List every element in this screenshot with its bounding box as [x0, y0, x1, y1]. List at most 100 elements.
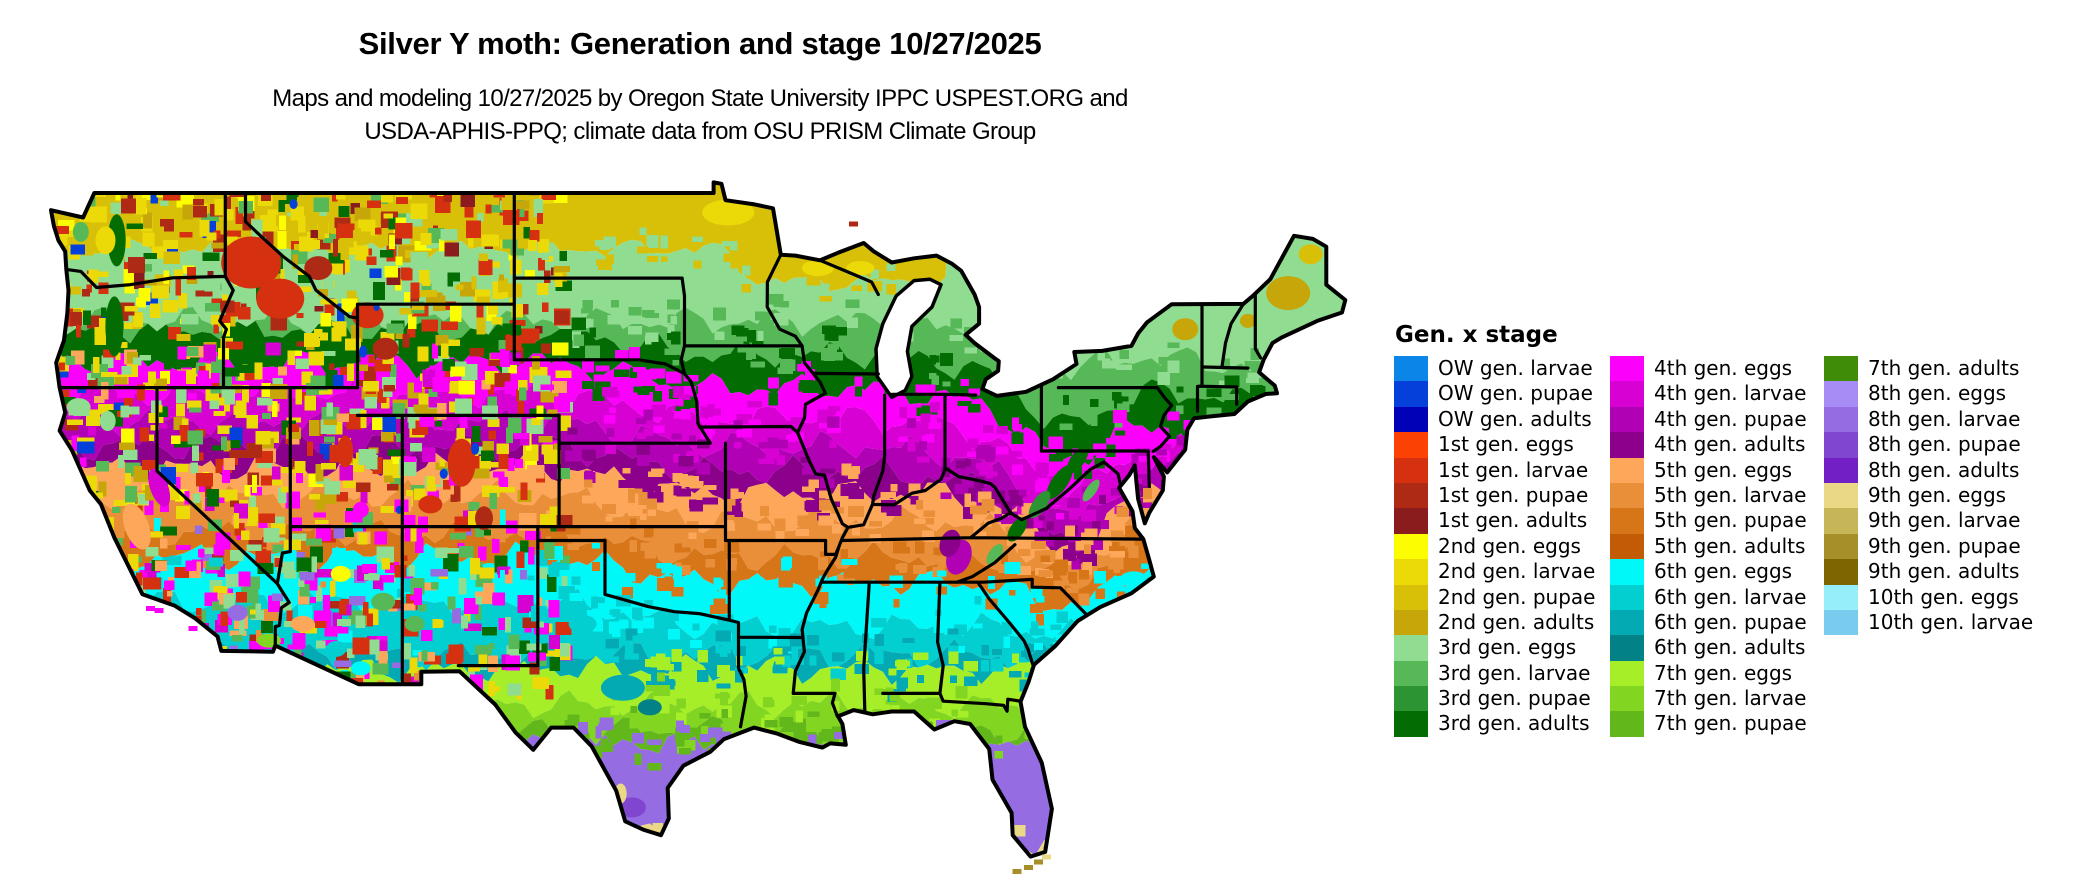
legend-item: 9th gen. eggs	[1824, 482, 2033, 509]
legend-label: 2nd gen. pupae	[1438, 584, 1596, 609]
legend-swatch	[1394, 381, 1428, 407]
legend-item: 2nd gen. pupae	[1394, 584, 1596, 610]
legend-item: 3rd gen. larvae	[1394, 660, 1595, 687]
legend-swatch	[1394, 508, 1428, 534]
legend-item: 7th gen. eggs	[1610, 660, 1807, 687]
legend-label: 3rd gen. larvae	[1438, 660, 1591, 685]
legend-label: 4th gen. pupae	[1654, 406, 1807, 431]
legend-swatch	[1824, 559, 1858, 585]
legend-item: 7th gen. adults	[1824, 356, 2033, 382]
legend-swatch	[1824, 457, 1858, 483]
legend-label: OW gen. larvae	[1438, 356, 1593, 380]
legend-label: 5th gen. pupae	[1654, 508, 1807, 533]
legend-label: 6th gen. adults	[1654, 635, 1806, 660]
legend-swatch	[1824, 356, 1858, 382]
legend-swatch	[1610, 406, 1644, 433]
legend-swatch	[1394, 584, 1428, 610]
legend-label: OW gen. adults	[1438, 406, 1592, 431]
legend-label: 8th gen. larvae	[1868, 406, 2021, 431]
legend-item: 7th gen. pupae	[1610, 711, 1807, 737]
legend-item: 2nd gen. larvae	[1394, 559, 1596, 585]
legend-label: 2nd gen. adults	[1438, 609, 1595, 634]
legend-label: 8th gen. eggs	[1868, 381, 2007, 406]
legend-item: 8th gen. eggs	[1824, 381, 2033, 407]
legend-swatch	[1610, 457, 1644, 483]
legend-swatch	[1610, 635, 1644, 661]
legend-item: 3rd gen. eggs	[1394, 635, 1595, 661]
legend-swatch	[1824, 432, 1858, 458]
legend-item: OW gen. pupae	[1394, 381, 1595, 407]
legend-label: 6th gen. pupae	[1654, 609, 1807, 634]
legend-item: 6th gen. pupae	[1610, 609, 1807, 636]
legend-item: 9th gen. pupae	[1824, 533, 2033, 560]
legend-swatch	[1824, 533, 1858, 560]
legend-item: 10th gen. larvae	[1824, 609, 2033, 636]
legend-item: 4th gen. pupae	[1610, 406, 1807, 433]
legend-item: 1st gen. pupae	[1394, 482, 1595, 509]
legend-swatch	[1824, 381, 1858, 407]
legend-item: 5th gen. pupae	[1610, 508, 1807, 534]
legend-item: 6th gen. adults	[1610, 635, 1807, 661]
legend-swatch	[1610, 533, 1644, 560]
legend-swatch	[1394, 609, 1428, 636]
legend-swatch	[1824, 406, 1858, 433]
legend-item: OW gen. larvae	[1394, 356, 1595, 382]
us-choropleth-map	[40, 130, 1395, 892]
subtitle-line-2: USDA-APHIS-PPQ; climate data from OSU PR…	[364, 118, 1036, 145]
legend-item: 3rd gen. pupae	[1394, 686, 1595, 712]
legend-swatch	[1394, 533, 1428, 560]
us-map-svg	[49, 180, 1348, 874]
legend-label: 8th gen. adults	[1868, 457, 2020, 482]
legend-label: 9th gen. pupae	[1868, 533, 2021, 558]
legend-item: 9th gen. adults	[1824, 559, 2033, 585]
legend-item: 5th gen. eggs	[1610, 457, 1807, 483]
legend-swatch	[1394, 356, 1428, 382]
legend-swatch	[1394, 660, 1428, 687]
legend-swatch	[1610, 660, 1644, 687]
legend-label: 1st gen. larvae	[1438, 457, 1589, 482]
legend: Gen. x stage OW gen. larvae OW gen. pupae…	[1394, 322, 2094, 737]
legend-item: 4th gen. eggs	[1610, 356, 1807, 382]
legend-item: 10th gen. eggs	[1824, 584, 2033, 610]
legend-column-1: OW gen. larvae OW gen. pupae OW gen. adult…	[1394, 356, 1595, 737]
legend-label: 7th gen. adults	[1868, 356, 2020, 380]
legend-item: 8th gen. larvae	[1824, 406, 2033, 433]
subtitle-line-1: Maps and modeling 10/27/2025 by Oregon S…	[272, 85, 1128, 112]
legend-swatch	[1394, 406, 1428, 433]
legend-swatch	[1394, 711, 1428, 737]
page-subtitle: Maps and modeling 10/27/2025 by Oregon S…	[0, 82, 1400, 148]
legend-swatch	[1824, 584, 1858, 610]
legend-item: 9th gen. larvae	[1824, 508, 2033, 534]
legend-item: 2nd gen. eggs	[1394, 533, 1595, 560]
legend-swatch	[1824, 508, 1858, 534]
legend-swatch	[1610, 584, 1644, 610]
legend-label: OW gen. pupae	[1438, 381, 1593, 406]
legend-label: 2nd gen. larvae	[1438, 559, 1596, 584]
legend-label: 10th gen. eggs	[1868, 584, 2019, 609]
legend-swatch	[1610, 482, 1644, 509]
legend-swatch	[1394, 686, 1428, 712]
legend-item: 6th gen. larvae	[1610, 584, 1807, 610]
legend-swatch	[1824, 482, 1858, 509]
legend-column-3: 7th gen. adults 8th gen. eggs 8th gen. lar…	[1824, 356, 2033, 636]
legend-item: 1st gen. larvae	[1394, 457, 1595, 483]
legend-label: 7th gen. eggs	[1654, 660, 1793, 685]
legend-item: 4th gen. larvae	[1610, 381, 1807, 407]
legend-label: 5th gen. adults	[1654, 533, 1806, 558]
legend-item: 5th gen. larvae	[1610, 482, 1807, 509]
legend-swatch	[1610, 609, 1644, 636]
legend-swatch	[1610, 711, 1644, 737]
legend-label: 7th gen. larvae	[1654, 686, 1807, 711]
legend-label: 1st gen. eggs	[1438, 432, 1574, 457]
legend-label: 6th gen. larvae	[1654, 584, 1807, 609]
legend-item: 7th gen. larvae	[1610, 686, 1807, 712]
legend-item: 5th gen. adults	[1610, 533, 1807, 560]
legend-item: OW gen. adults	[1394, 406, 1595, 433]
legend-item: 3rd gen. adults	[1394, 711, 1595, 737]
legend-item: 8th gen. adults	[1824, 457, 2033, 483]
legend-label: 4th gen. larvae	[1654, 381, 1807, 406]
legend-label: 9th gen. eggs	[1868, 482, 2007, 507]
legend-label: 3rd gen. pupae	[1438, 686, 1591, 711]
legend-label: 2nd gen. eggs	[1438, 533, 1581, 558]
